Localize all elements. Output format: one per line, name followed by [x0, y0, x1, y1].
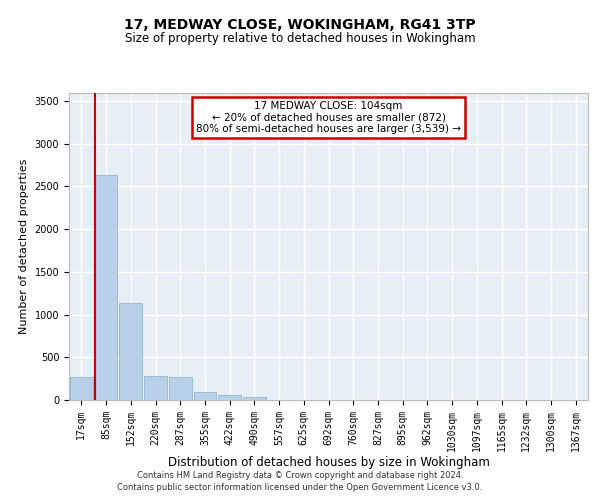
- Bar: [95, 174, 118, 400]
- Bar: [218, 396, 241, 400]
- X-axis label: Distribution of detached houses by size in Wokingham: Distribution of detached houses by size …: [167, 456, 490, 469]
- Bar: [169, 376, 191, 400]
- Bar: [243, 397, 266, 400]
- Bar: [119, 302, 142, 400]
- Text: Contains public sector information licensed under the Open Government Licence v3: Contains public sector information licen…: [118, 483, 482, 492]
- Text: 17 MEDWAY CLOSE: 104sqm
← 20% of detached houses are smaller (872)
80% of semi-d: 17 MEDWAY CLOSE: 104sqm ← 20% of detache…: [196, 100, 461, 134]
- Bar: [70, 377, 93, 400]
- Y-axis label: Number of detached properties: Number of detached properties: [19, 158, 29, 334]
- Text: Contains HM Land Registry data © Crown copyright and database right 2024.: Contains HM Land Registry data © Crown c…: [137, 472, 463, 480]
- Bar: [194, 392, 216, 400]
- Text: 17, MEDWAY CLOSE, WOKINGHAM, RG41 3TP: 17, MEDWAY CLOSE, WOKINGHAM, RG41 3TP: [124, 18, 476, 32]
- Bar: [144, 376, 167, 400]
- Text: Size of property relative to detached houses in Wokingham: Size of property relative to detached ho…: [125, 32, 475, 45]
